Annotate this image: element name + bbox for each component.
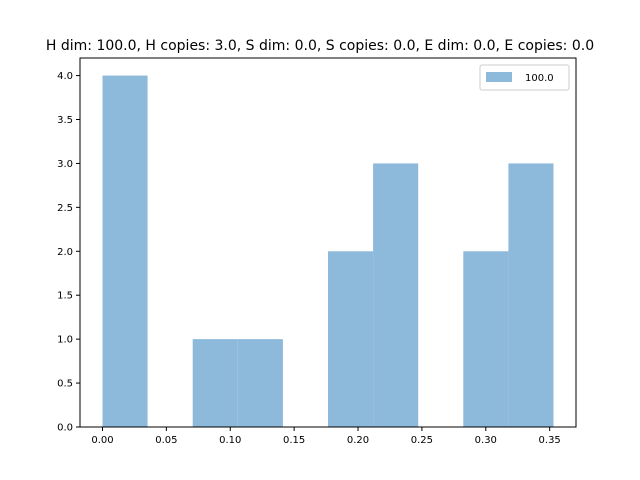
histogram-bar (102, 75, 148, 428)
histogram-bar (373, 163, 419, 427)
y-tick-label: 4.0 (57, 71, 73, 82)
x-axis-ticks: 0.00 0.05 0.10 0.15 0.20 0.25 0.30 0.35 (91, 427, 561, 446)
x-tick-label: 0.00 (91, 435, 113, 446)
histogram-bar (508, 163, 554, 427)
y-tick-label: 0.5 (57, 379, 73, 390)
legend-box (479, 64, 570, 91)
y-tick-label: 1.5 (57, 291, 73, 302)
y-tick-label: 1.0 (57, 335, 73, 346)
bars-group (102, 75, 554, 428)
histogram-bar (237, 339, 283, 427)
y-tick-label: 3.5 (57, 115, 73, 126)
x-tick-label: 0.05 (155, 435, 177, 446)
x-tick-label: 0.10 (219, 435, 241, 446)
histogram-bar (328, 251, 374, 427)
x-tick-label: 0.15 (283, 435, 305, 446)
legend: 100.0 (479, 64, 570, 91)
chart-title: H dim: 100.0, H copies: 3.0, S dim: 0.0,… (46, 38, 594, 54)
legend-label: 100.0 (525, 73, 554, 84)
legend-swatch (486, 72, 512, 82)
axes-frame (79, 57, 577, 428)
x-tick-label: 0.35 (539, 435, 561, 446)
y-tick-label: 2.5 (57, 203, 73, 214)
histogram-bar (192, 339, 238, 427)
histogram-bar (463, 251, 509, 427)
x-tick-label: 0.25 (411, 435, 433, 446)
x-tick-label: 0.20 (347, 435, 369, 446)
y-tick-label: 3.0 (57, 159, 73, 170)
y-axis-ticks: 0.0 0.5 1.0 1.5 2.0 2.5 3.0 3.5 4.0 (57, 71, 80, 434)
y-tick-label: 0.0 (57, 423, 73, 434)
x-tick-label: 0.30 (475, 435, 497, 446)
y-tick-label: 2.0 (57, 247, 73, 258)
